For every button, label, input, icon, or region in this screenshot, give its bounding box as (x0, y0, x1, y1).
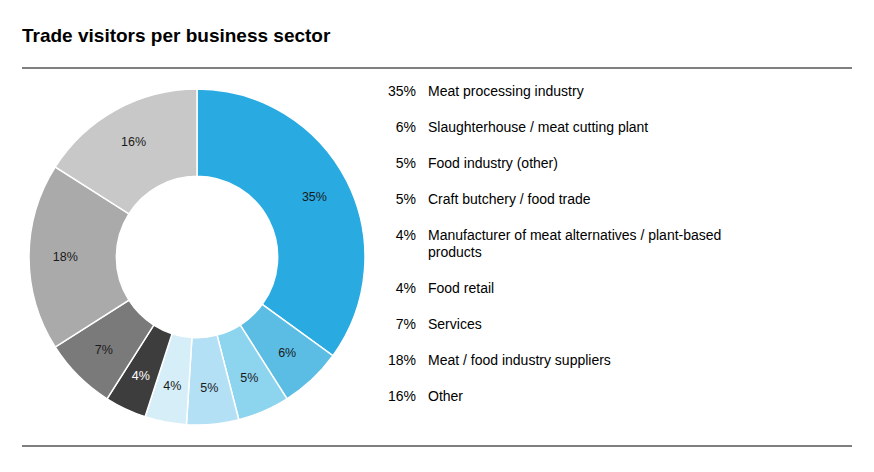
slice (55, 89, 197, 214)
title: Trade visitors per business sector (22, 25, 331, 46)
legend-item: 7% Services (396, 316, 482, 332)
legend-value: 18% (388, 352, 416, 368)
legend-item: 6% Slaughterhouse / meat cutting plant (396, 119, 649, 135)
legend-label: Other (428, 388, 463, 404)
legend-item: 16% Other (388, 388, 463, 404)
legend-value: 4% (396, 227, 416, 243)
legend-value: 35% (388, 83, 416, 99)
legend-value: 7% (396, 316, 416, 332)
legend-item: 35% Meat processing industry (388, 83, 584, 99)
data-label: 5% (240, 371, 258, 385)
legend-item: 4% Manufacturer of meat alternatives / pl… (396, 227, 722, 260)
data-label: 7% (95, 343, 113, 357)
legend-label: Meat / food industry suppliers (428, 352, 611, 368)
data-label: 18% (53, 250, 78, 264)
slice (186, 335, 238, 425)
legend-value: 16% (388, 388, 416, 404)
legend-label: Manufacturer of meat alternatives / plan… (428, 227, 721, 260)
donut (29, 89, 365, 425)
data-label: 4% (132, 369, 150, 383)
legend-item: 4% Food retail (396, 280, 494, 296)
rule (22, 68, 852, 69)
legend-item: 5% Craft butchery / food trade (396, 191, 591, 207)
data-label: 6% (278, 346, 296, 360)
data-label: 5% (200, 381, 218, 395)
legend-item: 18% Meat / food industry suppliers (388, 352, 611, 368)
slice (197, 89, 365, 356)
rule (22, 446, 852, 447)
legend-label: Services (428, 316, 482, 332)
data-label: 35% (302, 190, 327, 204)
data-label: 4% (163, 379, 181, 393)
chart: Trade visitors per business sector 35% 6% 5… (0, 0, 874, 472)
legend-label: Food retail (428, 280, 494, 296)
legend-item: 5% Food industry (other) (396, 155, 558, 171)
legend-value: 5% (396, 155, 416, 171)
legend-value: 4% (396, 280, 416, 296)
legend-value: 6% (396, 119, 416, 135)
legend-label: Food industry (other) (428, 155, 558, 171)
legend: 35% Meat processing industry 6% Slaughterho… (388, 83, 721, 404)
legend-label: Craft butchery / food trade (428, 191, 591, 207)
legend-label: Meat processing industry (428, 83, 584, 99)
data-label: 16% (121, 135, 146, 149)
legend-value: 5% (396, 191, 416, 207)
slice-labels: 35% 6% 5% 5% 4% 4% 7% 18% 16% (53, 135, 327, 396)
legend-label: Slaughterhouse / meat cutting plant (428, 119, 648, 135)
